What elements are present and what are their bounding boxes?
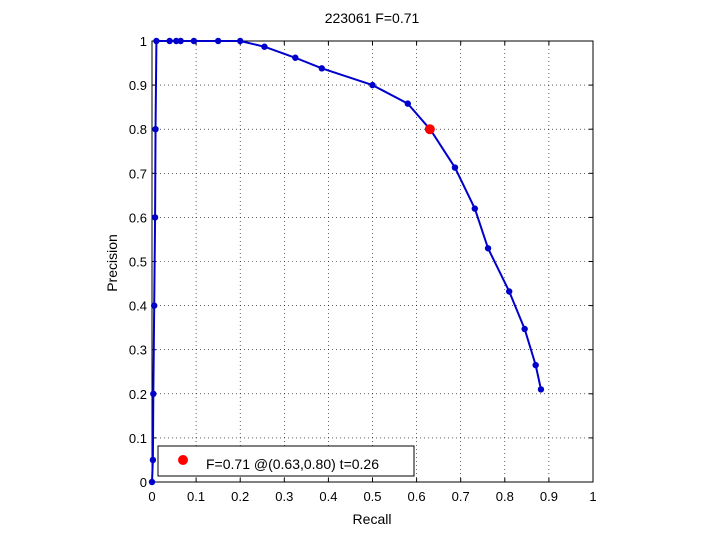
x-tick-label: 0.3	[275, 489, 293, 504]
highlight-layer	[424, 124, 435, 135]
legend-box	[157, 445, 415, 477]
data-point	[148, 478, 156, 486]
data-point	[537, 386, 545, 393]
series-line	[151, 40, 542, 483]
y-tick-label: 0.7	[129, 166, 147, 181]
x-tick-label: 0.5	[363, 489, 381, 504]
data-point	[214, 37, 222, 45]
data-point	[152, 126, 159, 133]
data-point	[318, 65, 325, 72]
x-tick-label: 0.9	[540, 489, 558, 504]
y-tick-label: 0	[140, 475, 147, 490]
plot-area: 0 0.1 0.2 0.3 0.4 0.5 0.6 0.7 0.8 0.9 1 0 0.1 0.2 0.3…	[129, 34, 597, 504]
y-tick-label: 0.4	[129, 299, 147, 314]
y-tick-label: 0.1	[129, 431, 147, 446]
legend-label: F=0.71 @(0.63,0.80) t=0.26	[206, 456, 379, 472]
data-point	[177, 37, 184, 45]
series-layer	[148, 37, 545, 486]
data-point	[237, 37, 244, 45]
data-point	[404, 100, 411, 107]
x-axis-label: Recall	[353, 511, 392, 527]
data-point	[521, 325, 528, 333]
y-tick-label: 0.2	[129, 387, 147, 402]
x-axis-ticks: 0 0.1 0.2 0.3 0.4 0.5 0.6 0.7 0.8 0.9 1	[148, 41, 597, 504]
x-tick-label: 0.4	[319, 489, 337, 504]
data-point	[506, 288, 513, 295]
y-tick-label: 0.6	[129, 210, 147, 225]
legend-marker	[178, 455, 188, 465]
x-tick-label: 0.2	[231, 489, 249, 504]
legend: F=0.71 @(0.63,0.80) t=0.26	[157, 445, 415, 477]
data-point	[190, 37, 198, 45]
data-point	[153, 37, 160, 45]
y-axis-ticks: 0 0.1 0.2 0.3 0.4 0.5 0.6 0.7 0.8 0.9 1	[129, 34, 593, 490]
data-point	[261, 43, 268, 50]
data-point	[150, 390, 157, 397]
y-tick-label: 0.9	[129, 78, 147, 93]
y-tick-label: 1	[140, 34, 147, 49]
chart-title: 223061 F=0.71	[325, 10, 420, 26]
y-tick-label: 0.5	[129, 255, 147, 270]
data-point	[292, 54, 299, 61]
x-tick-label: 1	[589, 489, 596, 504]
x-tick-label: 0.6	[408, 489, 426, 504]
x-tick-label: 0	[148, 489, 155, 504]
data-point	[166, 37, 173, 45]
y-axis-label: Precision	[104, 234, 120, 292]
x-tick-label: 0.8	[496, 489, 514, 504]
best-f-point	[424, 124, 435, 135]
data-point	[471, 205, 479, 212]
y-tick-label: 0.3	[129, 343, 147, 358]
data-point	[151, 214, 159, 221]
y-tick-label: 0.8	[129, 122, 147, 137]
data-point	[451, 164, 459, 171]
data-point	[151, 302, 158, 309]
x-tick-label: 0.1	[187, 489, 205, 504]
x-tick-label: 0.7	[452, 489, 470, 504]
data-point	[484, 245, 492, 252]
data-point	[173, 37, 180, 45]
data-point	[532, 361, 539, 369]
data-point	[149, 456, 157, 464]
data-point	[369, 81, 376, 89]
